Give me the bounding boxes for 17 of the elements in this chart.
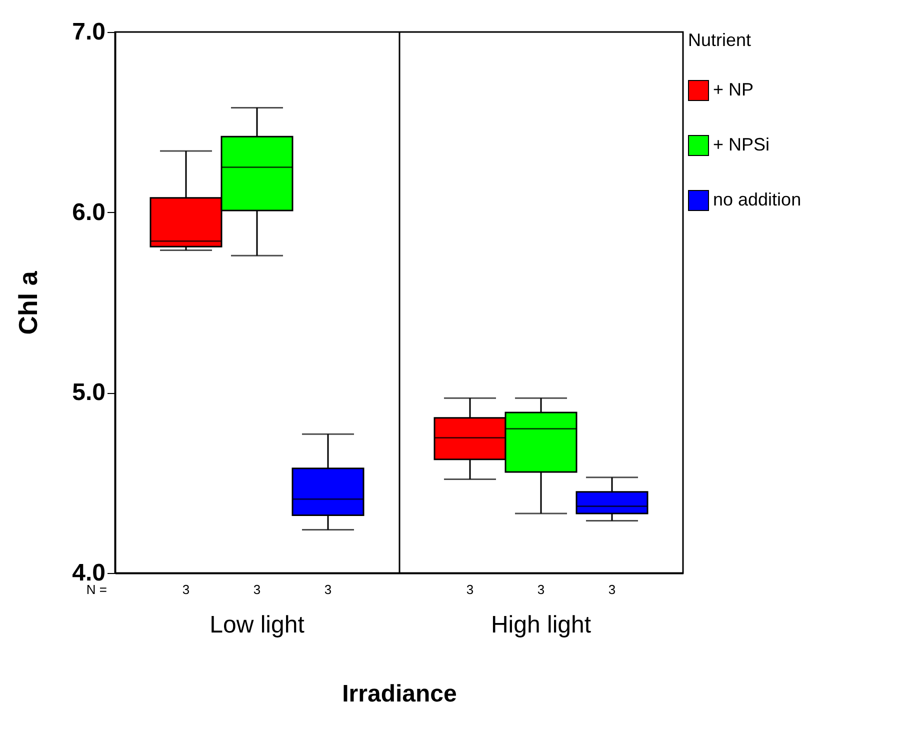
x-axis-title: Irradiance [342,680,457,708]
text: 3 [182,582,190,597]
text: 3 [608,582,616,597]
x-tick-label: High light [490,612,592,638]
text: 3 [324,582,332,597]
y-axis-title: Chl a [13,270,44,335]
legend-label: no addition [713,190,802,210]
text: 3 [253,582,261,597]
legend-label: + NP [713,80,754,100]
legend-title: Nutrient [688,30,752,50]
y-tick-label: 5.0 [72,379,106,406]
legend-label: + NPSi [713,134,770,154]
text: 3 [537,582,545,597]
text: 3 [466,582,474,597]
y-tick-label: 7.0 [72,18,106,46]
x-tick-label: Low light [210,612,305,638]
y-tick-label: 6.0 [72,198,106,226]
